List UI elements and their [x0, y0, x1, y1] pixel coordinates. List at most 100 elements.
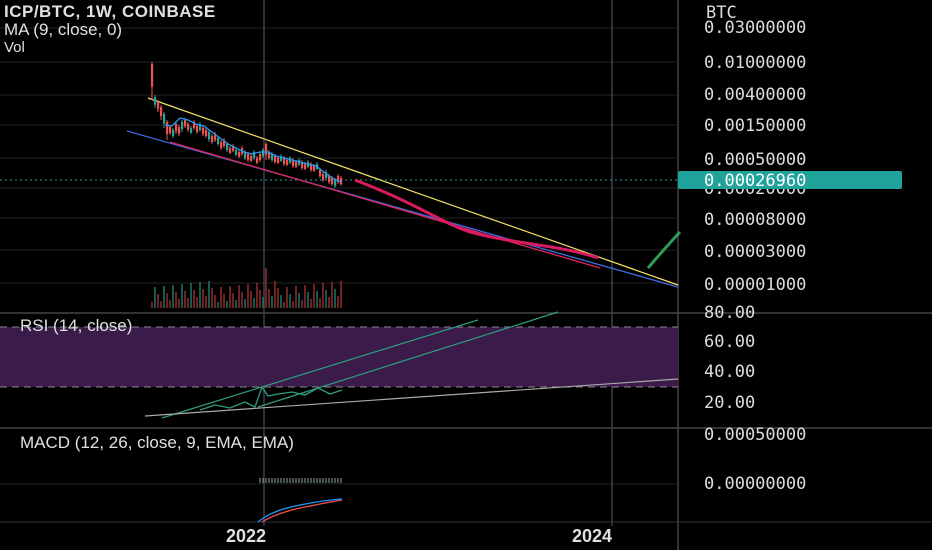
candle-body [280, 156, 283, 161]
candle-body [172, 130, 175, 136]
price-tick: 0.00003000 [704, 242, 807, 262]
volume-bar [193, 290, 195, 308]
axis-currency: BTC [706, 3, 737, 23]
volume-bar [334, 289, 336, 308]
candle-body [334, 180, 337, 186]
macd-tick: 0.00000000 [704, 474, 807, 494]
volume-bar [274, 281, 276, 308]
macd-hist-bar [259, 478, 261, 483]
macd-hist-bar [262, 478, 264, 483]
candle-body [199, 124, 202, 130]
volume-bar [175, 292, 177, 308]
volume-bar [331, 282, 333, 308]
candle-body [235, 150, 238, 155]
candle-body [259, 154, 262, 160]
candle-body [292, 160, 295, 166]
volume-bar [190, 283, 192, 308]
macd-hist-bar [331, 478, 333, 483]
candle-body [211, 136, 214, 142]
volume-bar [268, 289, 270, 308]
volume-bar [157, 294, 159, 308]
candle-body [340, 178, 343, 184]
candle-body [205, 130, 208, 136]
candle-body [151, 64, 154, 87]
volume-bar [232, 293, 234, 308]
candle-body [313, 166, 316, 171]
green-projection-path [646, 230, 682, 269]
upper-trendline [147, 97, 679, 286]
rsi-trendline-2 [257, 311, 559, 408]
price-tick: 0.01000000 [704, 53, 807, 73]
rsi-trendline-3 [144, 378, 679, 417]
volume-bar [244, 299, 246, 308]
volume-bar [307, 292, 309, 308]
x-tick-2022: 2022 [226, 526, 267, 546]
rsi-label: RSI (14, close) [20, 316, 133, 335]
macd-hist-bar [295, 478, 297, 483]
volume-bar [286, 287, 288, 308]
candle-body [208, 132, 211, 140]
candle-body [169, 127, 172, 133]
macd-hist-bar [337, 478, 339, 483]
macd-hist-bar [319, 478, 321, 483]
candle-body [274, 156, 277, 162]
candle-body [181, 122, 184, 130]
candle-body [286, 160, 289, 165]
candle-body [238, 152, 241, 157]
volume-bar [283, 302, 285, 308]
macd-hist-bar [310, 478, 312, 483]
volume-bar [265, 268, 267, 308]
volume-bar [220, 287, 222, 308]
vol-legend: Vol [4, 39, 25, 56]
volume-bar [163, 286, 165, 308]
macd-hist-bar [283, 478, 285, 483]
macd-hist-bar [268, 478, 270, 483]
rsi-tick: 20.00 [704, 393, 756, 413]
macd-tick: 0.00050000 [704, 425, 807, 445]
volume-bar [208, 281, 210, 308]
ma-line [164, 117, 342, 183]
macd-hist-bar [280, 478, 282, 483]
candle-body [328, 176, 331, 182]
macd-hist-bar [334, 478, 336, 483]
volume-bar [250, 291, 252, 308]
rsi-trendline-1 [161, 319, 479, 419]
volume-bar [337, 296, 339, 308]
current-price-value: 0.00026960 [704, 171, 807, 191]
macd-hist-bar [304, 478, 306, 483]
macd-hist-bar [322, 478, 324, 483]
price-tick: 0.03000000 [704, 18, 807, 38]
candle-body [217, 138, 220, 144]
volume-bar [319, 298, 321, 308]
candle-body [229, 148, 232, 153]
volume-bar [169, 300, 171, 308]
volume-bar [262, 297, 264, 308]
candle-body [166, 122, 169, 134]
candle-body [265, 144, 268, 155]
volume-bar [178, 299, 180, 308]
macd-hist-bar [340, 478, 342, 483]
candle-body [160, 107, 163, 116]
volume-bar [304, 285, 306, 308]
candle-body [295, 162, 298, 167]
volume-bar [205, 296, 207, 308]
candle-body [220, 142, 223, 148]
candle-body [325, 172, 328, 178]
macd-hist-bar [271, 478, 273, 483]
candle-body [268, 152, 271, 158]
volume-bar [226, 301, 228, 308]
price-tick: 0.00400000 [704, 85, 807, 105]
grid [0, 27, 678, 485]
candle-body [253, 152, 256, 158]
candle-body [319, 170, 322, 176]
volume-bar [253, 298, 255, 308]
ma-legend: MA (9, close, 0) [4, 20, 123, 39]
volume-bar [202, 289, 204, 308]
volume-bar [217, 302, 219, 308]
candle-body [226, 144, 229, 150]
macd-signal-line [261, 499, 343, 523]
candle-body [223, 140, 226, 146]
candle-body [157, 102, 160, 110]
volume-bar [181, 284, 183, 308]
